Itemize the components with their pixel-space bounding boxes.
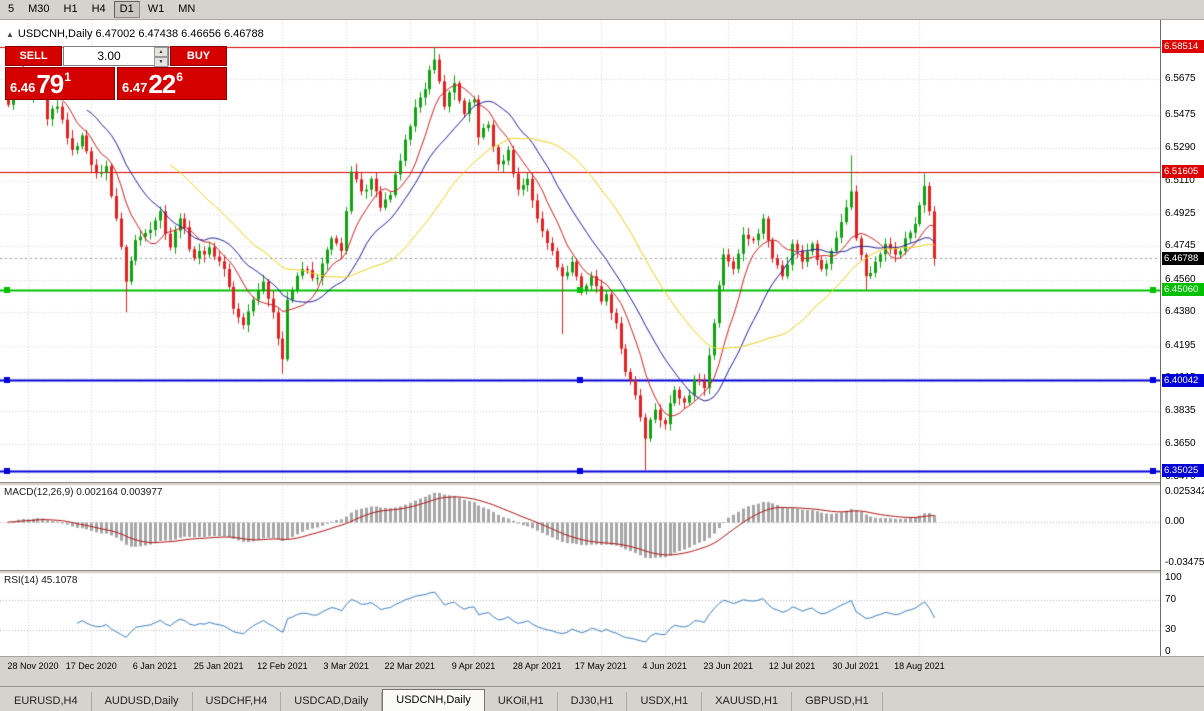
date-label: 28 Nov 2020 (7, 661, 59, 671)
date-label: 17 Dec 2020 (65, 661, 117, 671)
timeframe-button-m30[interactable]: M30 (22, 1, 55, 18)
price-tick-label: 6.4195 (1165, 339, 1196, 351)
chart-tab-usdcnh[interactable]: USDCNH,Daily (382, 689, 485, 711)
date-label: 23 Jun 2021 (703, 661, 754, 671)
chart-tab-usdx[interactable]: USDX,H1 (627, 692, 703, 711)
sell-button[interactable]: SELL (5, 46, 62, 66)
timeframe-button-w1[interactable]: W1 (142, 1, 171, 18)
price-level-badge: 6.35025 (1162, 464, 1204, 478)
price-level-badge: 6.40042 (1162, 373, 1204, 387)
buy-price-sup: 6 (176, 70, 183, 84)
price-axis[interactable]: 6.58506.56756.54756.52906.51106.49256.47… (1160, 20, 1204, 658)
volume-stepper[interactable]: 3.00 ▲ ▼ (63, 46, 169, 67)
time-axis[interactable]: 28 Nov 2020 17 Dec 2020 6 Jan 2021 25 Jan 2… (0, 656, 1204, 676)
timeframe-toolbar: 5 M30 H1 H4 D1 W1 MN (0, 0, 1204, 20)
chart-tab-usdcad[interactable]: USDCAD,Daily (281, 692, 383, 711)
macd-canvas[interactable] (0, 486, 1160, 570)
sell-price-big: 79 (36, 69, 64, 99)
sell-price-sup: 1 (64, 70, 71, 84)
volume-down-button[interactable]: ▼ (154, 57, 168, 67)
price-tick-label: 6.4560 (1165, 273, 1196, 285)
timeframe-button-h4[interactable]: H4 (86, 1, 112, 18)
chart-tab-gbpusd[interactable]: GBPUSD,H1 (792, 692, 883, 711)
timeframe-button-5[interactable]: 5 (2, 1, 20, 18)
chart-ohlc-label: USDCNH,Daily 6.47002 6.47438 6.46656 6.4… (17, 28, 264, 40)
macd-tick-label: 0.00 (1165, 516, 1185, 527)
panel-splitter-macd[interactable] (0, 482, 1204, 486)
date-label: 12 Feb 2021 (257, 661, 308, 671)
price-tick-label: 6.5290 (1165, 142, 1196, 154)
price-level-badge: 6.45060 (1162, 283, 1204, 297)
date-label: 3 Mar 2021 (323, 661, 369, 671)
price-tick-label: 6.3835 (1165, 404, 1196, 416)
rsi-tick-label: 0 (1165, 646, 1171, 658)
sell-price-prefix: 6.46 (10, 80, 36, 95)
horizontal-scrollbar[interactable] (0, 676, 1204, 686)
date-label: 22 Mar 2021 (384, 661, 436, 671)
price-level-badge: 6.58514 (1162, 40, 1204, 54)
buy-button[interactable]: BUY (170, 46, 227, 66)
date-label: 30 Jul 2021 (832, 661, 879, 671)
rsi-label: RSI(14) 45.1078 (4, 575, 78, 586)
macd-tick-label: -0.03475 (1165, 556, 1204, 568)
chart-title: ▲ USDCNH,Daily 6.47002 6.47438 6.46656 6… (6, 28, 264, 40)
price-tick-label: 6.4745 (1165, 240, 1196, 252)
rsi-tick-label: 70 (1165, 594, 1177, 606)
price-tick-label: 6.4925 (1165, 208, 1196, 219)
rsi-canvas[interactable] (0, 574, 1160, 656)
date-label: 6 Jan 2021 (132, 661, 178, 671)
chart-tabs-bar: EURUSD,H4 AUDUSD,Daily USDCHF,H4 USDCAD,Dai… (0, 686, 1204, 711)
chart-tab-dj30[interactable]: DJ30,H1 (558, 692, 628, 711)
macd-tick-label: 0.025342 (1165, 486, 1204, 498)
buy-price-display[interactable]: 6.47 22 6 (117, 67, 227, 100)
timeframe-button-d1[interactable]: D1 (113, 1, 140, 18)
chart-tab-usdchf[interactable]: USDCHF,H4 (193, 692, 282, 711)
timeframe-button-mn[interactable]: MN (172, 1, 201, 18)
chart-tab-xauusd[interactable]: XAUUSD,H1 (702, 692, 793, 711)
macd-label: MACD(12,26,9) 0.002164 0.003977 (4, 487, 163, 498)
sell-price-display[interactable]: 6.46 79 1 (5, 67, 115, 100)
collapse-arrow-icon[interactable]: ▲ (6, 29, 14, 39)
price-tick-label: 6.3650 (1165, 438, 1196, 450)
panel-splitter-rsi[interactable] (0, 570, 1204, 574)
price-tick-label: 6.5675 (1165, 72, 1196, 84)
one-click-trading-panel: SELL 3.00 ▲ ▼ BUY 6.46 79 1 6.47 22 6 (5, 46, 227, 100)
date-label: 18 Aug 2021 (894, 661, 945, 671)
timeframe-button-h1[interactable]: H1 (58, 1, 84, 18)
rsi-tick-label: 30 (1165, 623, 1177, 635)
date-label: 4 Jun 2021 (642, 661, 687, 671)
chart-area: ▲ USDCNH,Daily 6.47002 6.47438 6.46656 6… (0, 20, 1204, 676)
price-tick-label: 6.5475 (1165, 108, 1196, 120)
date-label: 17 May 2021 (574, 661, 627, 671)
price-tick-label: 6.4380 (1165, 306, 1196, 318)
chart-tab-audusd[interactable]: AUDUSD,Daily (92, 692, 193, 711)
rsi-tick-label: 100 (1165, 571, 1182, 583)
date-label: 25 Jan 2021 (193, 661, 244, 671)
volume-up-button[interactable]: ▲ (154, 47, 168, 57)
current-price-badge: 6.46788 (1162, 251, 1204, 265)
buy-price-prefix: 6.47 (122, 80, 148, 95)
date-label: 12 Jul 2021 (768, 661, 816, 671)
volume-value[interactable]: 3.00 (97, 49, 121, 63)
price-tick-label: 6.5110 (1165, 174, 1195, 186)
chart-tab-ukoil[interactable]: UKOil,H1 (485, 692, 558, 711)
price-level-badge: 6.51605 (1162, 165, 1204, 178)
date-label: 28 Apr 2021 (512, 661, 562, 671)
buy-price-big: 22 (148, 69, 176, 99)
date-label: 9 Apr 2021 (451, 661, 496, 671)
chart-tab-eurusd[interactable]: EURUSD,H4 (1, 692, 92, 711)
